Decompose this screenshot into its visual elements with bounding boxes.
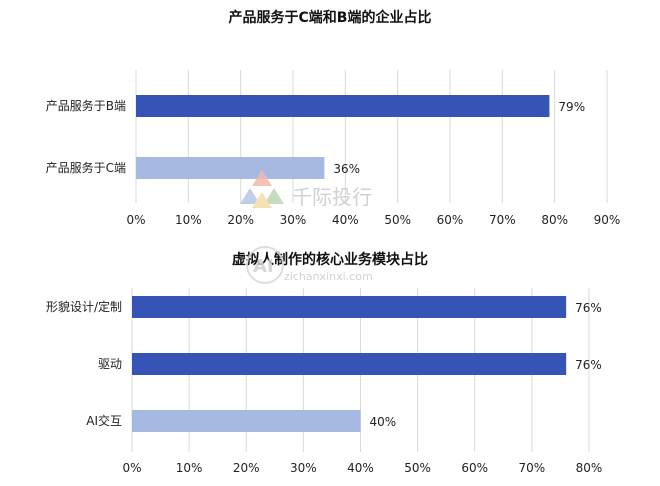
x-tick-label: 70% [489,213,516,227]
category-label: AI交互 [86,413,122,428]
watermark-logo-icon [240,170,284,208]
category-label: 形貌设计/定制 [46,299,122,314]
x-tick-label: 50% [404,461,431,475]
x-tick-label: 80% [541,213,568,227]
watermark-logo-text: AI [253,256,274,277]
x-tick-label: 90% [594,213,621,227]
category-label: 产品服务于B端 [46,98,126,113]
x-tick-label: 30% [280,213,307,227]
x-tick-label: 50% [384,213,411,227]
x-tick-label: 30% [290,461,317,475]
bar [132,410,361,432]
x-tick-label: 20% [227,213,254,227]
bar [132,353,567,375]
data-label: 79% [558,100,585,114]
x-tick-label: 20% [233,461,260,475]
bar [136,157,325,179]
x-tick-label: 10% [175,213,202,227]
x-tick-label: 70% [519,461,546,475]
bar [136,95,550,117]
chart-title: 产品服务于C端和B端的企业占比 [229,9,432,26]
category-label: 产品服务于C端 [46,160,126,175]
chart-top: 产品服务于C端和B端的企业占比 0% 10% 20% 30% 40% 50% 60% 70% 80… [46,9,621,227]
category-label: 驱动 [98,357,122,371]
x-tick-label: 80% [576,461,603,475]
bar [132,296,567,318]
x-tick-label: 0% [122,461,141,475]
data-label: 40% [370,415,397,429]
x-tick-label: 40% [332,213,359,227]
x-tick-label: 40% [347,461,374,475]
watermark-url: zichanxinxi.com [284,270,373,283]
watermark-circle-icon: AI [246,246,284,284]
data-label: 36% [333,162,360,176]
data-label: 76% [575,301,602,315]
x-tick-label: 0% [126,213,145,227]
x-tick-label: 10% [176,461,203,475]
x-tick-label: 60% [437,213,464,227]
watermark: 千际投行 AI zichanxinxi.com [240,170,373,284]
data-label: 76% [575,358,602,372]
x-tick-label: 60% [461,461,488,475]
watermark-brand: 千际投行 [292,185,372,209]
